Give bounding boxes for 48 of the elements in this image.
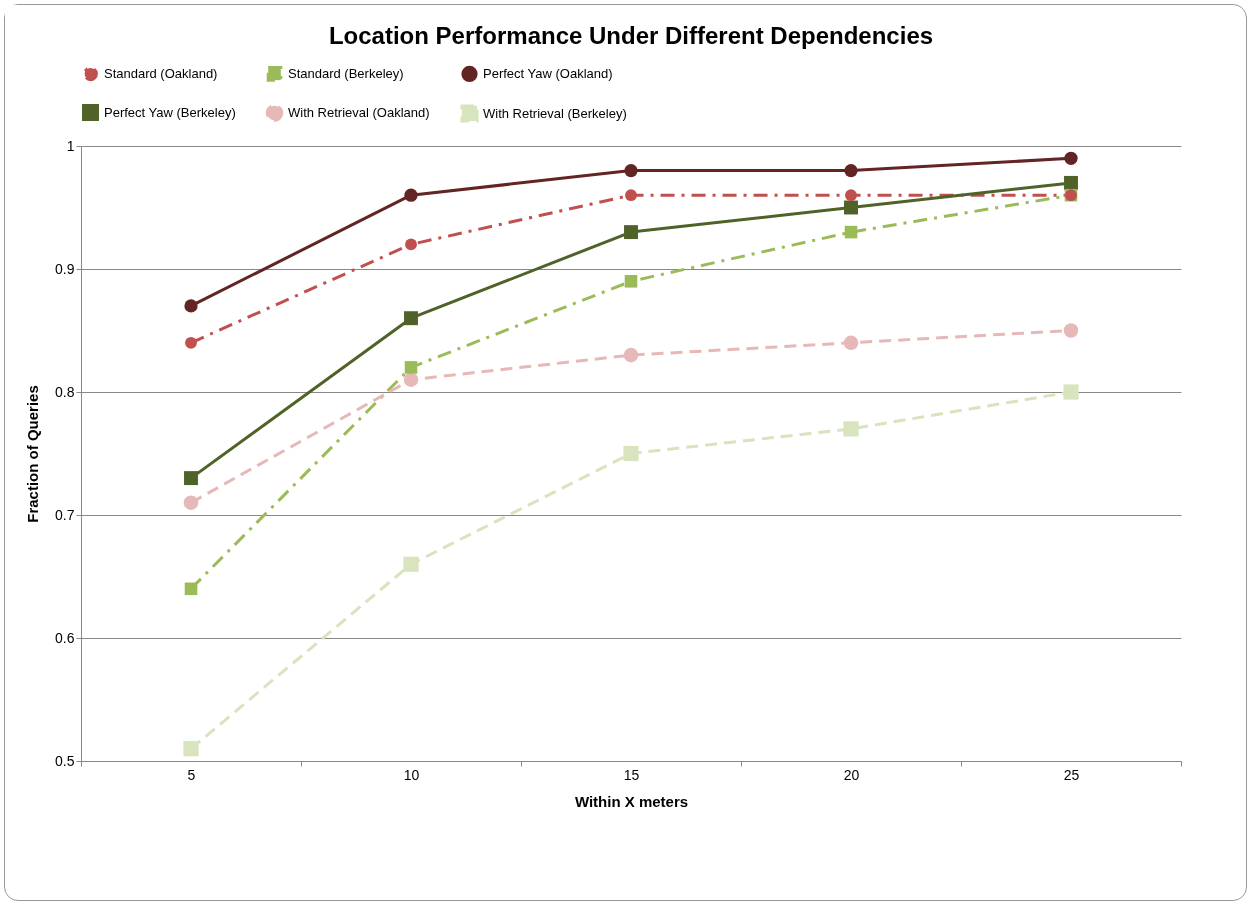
legend-label: Perfect Yaw (Berkeley) xyxy=(104,104,236,120)
x-tick-label: 10 xyxy=(403,766,420,783)
point xyxy=(1063,323,1079,338)
point xyxy=(843,421,859,437)
point xyxy=(404,188,418,202)
point xyxy=(1063,384,1079,400)
x-axis-title: Within X meters xyxy=(574,792,689,810)
point xyxy=(184,471,198,486)
point xyxy=(624,225,638,240)
point xyxy=(1064,175,1078,190)
x-tick-label: 5 xyxy=(187,766,196,783)
legend-label: Perfect Yaw (Oakland) xyxy=(483,65,613,81)
point xyxy=(624,163,638,178)
y-tick-label: 1 xyxy=(66,137,75,154)
x-tick-label: 20 xyxy=(843,766,860,783)
point xyxy=(405,238,417,251)
y-tick-label: 0.5 xyxy=(55,752,75,769)
point xyxy=(844,225,858,239)
point xyxy=(183,495,199,510)
chart-title: Location Performance Under Different Dependencies xyxy=(328,22,934,49)
point xyxy=(184,299,198,313)
point xyxy=(844,163,858,178)
y-tick-label: 0.6 xyxy=(55,629,75,646)
legend-label: Standard (Berkeley) xyxy=(288,65,404,81)
point xyxy=(404,311,418,326)
y-tick-label: 0.8 xyxy=(55,383,75,400)
point xyxy=(185,336,197,349)
legend-label: Standard (Oakland) xyxy=(104,65,218,81)
x-tick-label: 15 xyxy=(623,766,640,783)
point xyxy=(845,189,857,202)
y-tick-label: 0.7 xyxy=(55,506,75,523)
point xyxy=(183,741,199,757)
x-tick-label: 25 xyxy=(1063,766,1080,783)
point xyxy=(844,200,858,215)
legend-label: With Retrieval (Oakland) xyxy=(288,105,430,120)
point xyxy=(623,445,639,462)
point xyxy=(625,189,637,202)
legend-label: With Retrieval (Berkeley) xyxy=(483,105,627,121)
y-axis-title: Fraction of Queries xyxy=(24,385,42,523)
point xyxy=(623,347,639,363)
point xyxy=(403,556,419,572)
point xyxy=(624,275,638,288)
point xyxy=(1064,151,1078,165)
point xyxy=(184,582,198,596)
point xyxy=(404,361,418,374)
point xyxy=(843,335,859,351)
y-tick-label: 0.9 xyxy=(55,260,75,277)
point xyxy=(403,372,419,387)
